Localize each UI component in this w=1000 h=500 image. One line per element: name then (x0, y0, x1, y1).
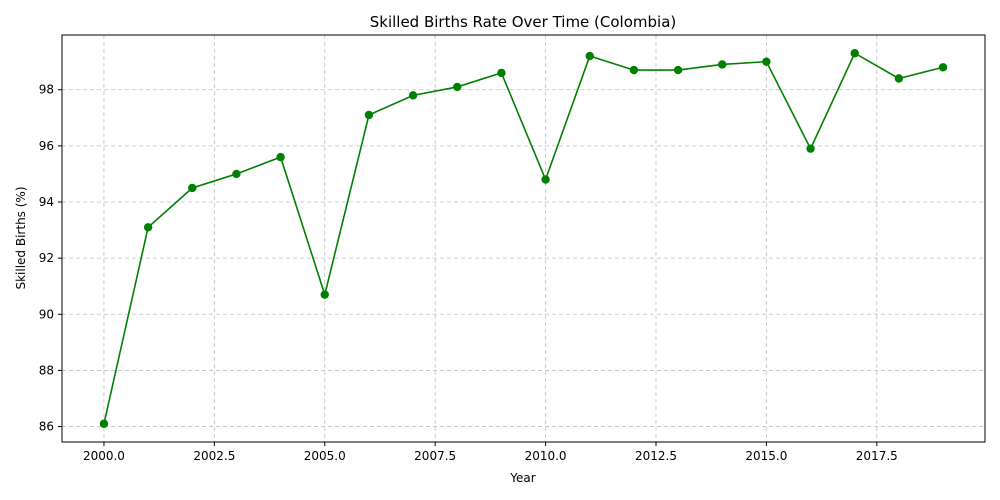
data-point (629, 65, 639, 75)
x-tick-label: 2002.5 (193, 449, 235, 463)
x-tick-label: 2010.0 (525, 449, 567, 463)
x-tick-label: 2017.5 (856, 449, 898, 463)
y-tick-label: 86 (39, 420, 54, 434)
data-point (408, 91, 418, 100)
data-point (188, 183, 197, 193)
data-point (232, 169, 241, 179)
data-point (585, 51, 594, 61)
grid-layer (62, 35, 985, 442)
chart-title: Skilled Births Rate Over Time (Colombia) (370, 13, 677, 31)
data-point (453, 82, 462, 92)
y-tick-label: 90 (39, 307, 54, 321)
series-line (103, 52, 944, 424)
y-tick-label: 94 (39, 195, 54, 209)
y-tick-label: 98 (39, 83, 54, 97)
data-point (673, 65, 683, 75)
x-tick-label: 2000.0 (83, 449, 125, 463)
data-point (364, 110, 374, 120)
data-point (718, 60, 727, 69)
plot-frame (61, 34, 986, 443)
y-tick-label: 96 (39, 139, 54, 153)
data-point (894, 74, 904, 83)
data-point (497, 68, 506, 78)
data-point (762, 57, 771, 66)
y-tick-label: 88 (39, 363, 54, 377)
data-point (938, 63, 948, 72)
data-point (806, 144, 815, 153)
data-point (541, 175, 550, 184)
y-tick-label: 92 (39, 251, 54, 265)
x-tick-label: 2015.0 (745, 449, 787, 463)
x-tick-label: 2005.0 (304, 449, 346, 463)
tick-layer: 2000.0 2002.5 2005.0 2007.5 2010.0 2012.5 2015… (39, 83, 898, 463)
x-axis-label: Year (509, 471, 535, 485)
data-point (276, 152, 285, 162)
data-point (143, 223, 153, 232)
data-point (850, 49, 859, 58)
x-tick-label: 2007.5 (414, 449, 456, 463)
data-point (99, 419, 109, 428)
data-point (320, 290, 329, 299)
x-tick-label: 2012.5 (635, 449, 677, 463)
series-layer (99, 49, 948, 428)
y-axis-label: Skilled Births (%) (14, 186, 28, 289)
